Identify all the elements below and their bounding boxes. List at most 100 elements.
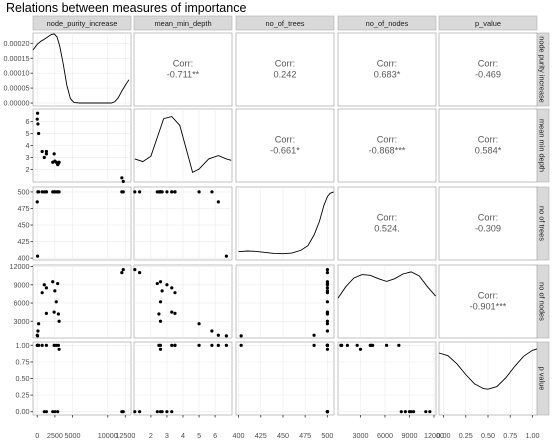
y-tick-label: 2	[26, 165, 30, 174]
y-tick-label: 3	[26, 153, 30, 162]
data-point	[173, 190, 177, 194]
chart-title: Relations between measures of importance	[6, 1, 247, 15]
x-tick-label: 400	[232, 431, 244, 440]
panel-no_of_nodes-p_value	[438, 264, 538, 339]
data-point	[52, 190, 56, 194]
panel-node_purity_increase-mean_min_depth	[133, 32, 233, 107]
corr-value: -0.711**	[167, 70, 200, 80]
corr-value: 0.683*	[374, 70, 401, 80]
data-point	[120, 410, 124, 414]
data-point	[157, 312, 161, 316]
data-point	[52, 152, 56, 156]
data-point	[197, 190, 201, 194]
corr-label: Corr:	[478, 291, 498, 301]
panel-node_purity_increase-no_of_trees	[235, 32, 335, 107]
data-point	[428, 410, 432, 414]
x-tick-label: 1.00	[526, 431, 540, 440]
panel-no_of_nodes-node_purity_increase	[32, 264, 132, 339]
data-point	[197, 343, 201, 347]
x-tick-label: 3000	[352, 431, 368, 440]
data-point	[210, 190, 214, 194]
data-point	[224, 254, 228, 258]
data-point	[409, 410, 413, 414]
y-tick-label: 12000	[10, 262, 30, 271]
corr-label: Corr:	[478, 135, 498, 145]
data-point	[216, 343, 220, 347]
data-point	[155, 410, 159, 414]
data-point	[57, 347, 61, 351]
data-point	[56, 312, 60, 316]
row-strip-label-p_value: p value	[538, 367, 547, 391]
strip-label-no_of_nodes: no_of_nodes	[366, 19, 409, 28]
data-point	[44, 343, 48, 347]
x-tick-label: 5000	[64, 431, 80, 440]
data-point	[325, 322, 330, 326]
row-strip-label-no_of_nodes: no of nodes	[538, 282, 547, 321]
data-point	[42, 283, 46, 287]
y-tick-label: 5	[26, 129, 30, 138]
strip-p_value	[438, 15, 538, 31]
y-tick-label: 475	[18, 204, 30, 213]
data-point	[120, 176, 124, 180]
x-tick-label: 4	[181, 431, 185, 440]
strip-node_purity_increase	[32, 15, 132, 31]
y-tick-label: 0.00005	[4, 84, 30, 93]
panel-node_purity_increase-no_of_nodes	[337, 32, 437, 107]
data-point	[138, 190, 142, 194]
x-tick-label: 0.50	[481, 431, 495, 440]
strip-label-mean_min_depth: mean_min_depth	[154, 19, 211, 28]
panel-no_of_trees-p_value	[438, 186, 538, 261]
corr-value: -0.901***	[470, 302, 507, 312]
data-point	[399, 410, 403, 414]
density-curve-no_of_nodes	[337, 271, 436, 299]
data-point	[325, 329, 330, 333]
strip-label-node_purity_increase: node_purity_increase	[47, 19, 118, 28]
data-point	[57, 190, 61, 194]
data-point	[325, 271, 330, 275]
y-tick-label: 0.00020	[4, 39, 30, 48]
corr-label: Corr:	[377, 135, 397, 145]
y-tick-label: 1.00	[16, 341, 30, 350]
data-point	[160, 289, 164, 293]
data-point	[53, 410, 57, 414]
data-point	[36, 122, 40, 126]
density-curve-p_value	[438, 348, 538, 390]
data-point	[345, 343, 349, 347]
data-point	[165, 190, 169, 194]
data-point	[325, 267, 330, 272]
data-point	[239, 334, 243, 338]
corr-label: Corr:	[478, 59, 498, 69]
y-tick-label: 400	[18, 254, 30, 263]
data-point	[325, 343, 330, 347]
data-point	[42, 155, 46, 160]
data-point	[170, 310, 174, 314]
data-point	[165, 283, 169, 287]
strip-label-no_of_trees: no_of_trees	[265, 19, 304, 28]
y-tick-label: 6000	[14, 299, 30, 308]
y-tick-label: 0.00015	[4, 54, 30, 63]
data-point	[54, 300, 58, 304]
data-point	[36, 190, 40, 194]
data-point	[51, 280, 55, 284]
data-point	[44, 149, 48, 154]
data-point	[158, 190, 163, 194]
strip-no_of_trees	[235, 15, 335, 31]
data-point	[56, 281, 60, 286]
panel-mean_min_depth-no_of_trees	[235, 108, 335, 183]
x-tick-label: 0.75	[503, 431, 517, 440]
strip-no_of_nodes	[337, 15, 437, 31]
corr-value: -0.868***	[369, 146, 406, 156]
corr-value: -0.661*	[270, 146, 300, 156]
data-point	[170, 286, 174, 290]
corr-label: Corr:	[377, 59, 397, 69]
corr-label: Corr:	[478, 213, 498, 223]
y-tick-label: 500	[18, 187, 30, 196]
panel-mean_min_depth-p_value	[438, 108, 538, 183]
panel-mean_min_depth-no_of_nodes	[337, 108, 437, 183]
x-tick-label: 0.25	[459, 431, 473, 440]
data-point	[173, 291, 177, 295]
data-point	[170, 190, 174, 194]
data-point	[44, 410, 48, 414]
data-point	[44, 286, 48, 290]
panel-no_of_nodes-no_of_nodes	[337, 264, 437, 339]
